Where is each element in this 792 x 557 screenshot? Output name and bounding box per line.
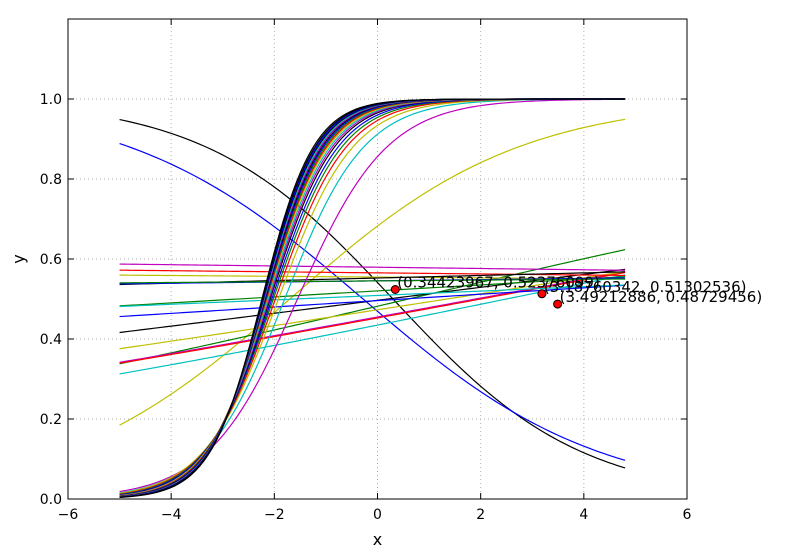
x-tick-label: −2 [264,507,285,523]
series-line-8 [119,270,626,350]
point-annotation: (0.34423967, 0.52376099) [397,273,600,291]
y-axis-label: y [9,254,28,263]
y-tick-label: 0.0 [40,492,62,508]
highlighted-point [553,299,563,309]
series-line-18 [119,278,626,284]
point-annotation: (3.18760342, 0.51302536) [544,278,747,296]
highlighted-point [390,284,400,294]
series-line-38 [119,98,626,498]
point-annotation: (3.49212886, 0.48729456) [560,288,763,306]
y-tick-label: 0.6 [40,252,62,268]
x-tick-label: −6 [58,507,79,523]
y-tick-label: 1.0 [40,92,62,108]
highlighted-points: (0.34423967, 0.52376099)(3.18760342, 0.5… [390,273,763,309]
highlighted-point [537,289,547,299]
x-axis-label: x [373,530,382,549]
series-line-3 [119,118,626,426]
axis-ticks: −6 −4 −2 0 2 4 6 0.0 0.2 0.4 0.6 0.8 1.0 [40,19,692,523]
series-lines [119,98,626,498]
y-tick-label: 0.4 [40,332,62,348]
series-line-6 [119,271,626,363]
y-tick-label: 0.2 [40,412,62,428]
series-line-11 [119,275,626,307]
series-line-5 [119,249,626,365]
y-tick-label: 0.8 [40,172,62,188]
series-line-13 [119,263,626,271]
x-tick-label: 6 [683,507,692,523]
x-tick-label: −4 [161,507,182,523]
series-line-12 [119,284,626,308]
x-tick-label: 4 [579,507,588,523]
series-line-14 [119,269,626,277]
x-tick-label: 2 [476,507,485,523]
x-tick-label: 0 [373,507,382,523]
